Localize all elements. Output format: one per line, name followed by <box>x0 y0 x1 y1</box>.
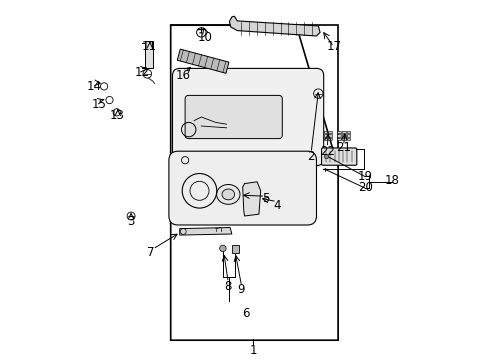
Text: 12: 12 <box>134 66 149 78</box>
Text: 2: 2 <box>307 150 314 163</box>
Text: 10: 10 <box>197 31 212 44</box>
Bar <box>346 138 349 140</box>
Polygon shape <box>170 25 337 340</box>
Text: 18: 18 <box>384 174 399 186</box>
Bar <box>342 131 345 133</box>
Bar <box>328 138 331 140</box>
Circle shape <box>324 154 328 159</box>
Text: 7: 7 <box>147 246 154 258</box>
Text: 4: 4 <box>273 199 280 212</box>
Text: 19: 19 <box>357 170 372 183</box>
Bar <box>337 134 340 137</box>
Text: 14: 14 <box>87 80 102 93</box>
Bar <box>337 138 340 140</box>
Bar <box>323 134 326 137</box>
Text: 8: 8 <box>224 280 231 293</box>
Bar <box>346 131 349 133</box>
Text: 1: 1 <box>249 345 257 357</box>
Text: 9: 9 <box>237 283 244 296</box>
Text: 15: 15 <box>91 98 106 111</box>
Polygon shape <box>177 49 228 73</box>
Bar <box>342 138 345 140</box>
Text: 5: 5 <box>262 192 269 204</box>
Text: 20: 20 <box>357 181 372 194</box>
Bar <box>323 131 326 133</box>
Ellipse shape <box>222 189 234 200</box>
Text: 3: 3 <box>127 215 135 228</box>
Text: 13: 13 <box>109 109 124 122</box>
Text: 16: 16 <box>176 69 190 82</box>
FancyBboxPatch shape <box>168 151 316 225</box>
Ellipse shape <box>216 184 240 204</box>
Bar <box>145 41 153 68</box>
Polygon shape <box>179 228 231 235</box>
Bar <box>328 131 331 133</box>
Text: 11: 11 <box>142 40 156 53</box>
Bar <box>231 245 238 253</box>
Text: 22: 22 <box>319 145 334 158</box>
Circle shape <box>219 245 225 252</box>
FancyBboxPatch shape <box>172 68 323 166</box>
Bar <box>337 131 340 133</box>
Polygon shape <box>229 16 320 36</box>
Text: 17: 17 <box>326 40 341 53</box>
Polygon shape <box>242 182 260 216</box>
Bar <box>170 25 337 340</box>
Text: 21: 21 <box>335 141 350 154</box>
FancyBboxPatch shape <box>321 148 356 165</box>
Text: 6: 6 <box>242 307 249 320</box>
Bar <box>346 134 349 137</box>
FancyBboxPatch shape <box>185 95 282 139</box>
Bar <box>323 138 326 140</box>
Bar <box>342 134 345 137</box>
Bar <box>328 134 331 137</box>
